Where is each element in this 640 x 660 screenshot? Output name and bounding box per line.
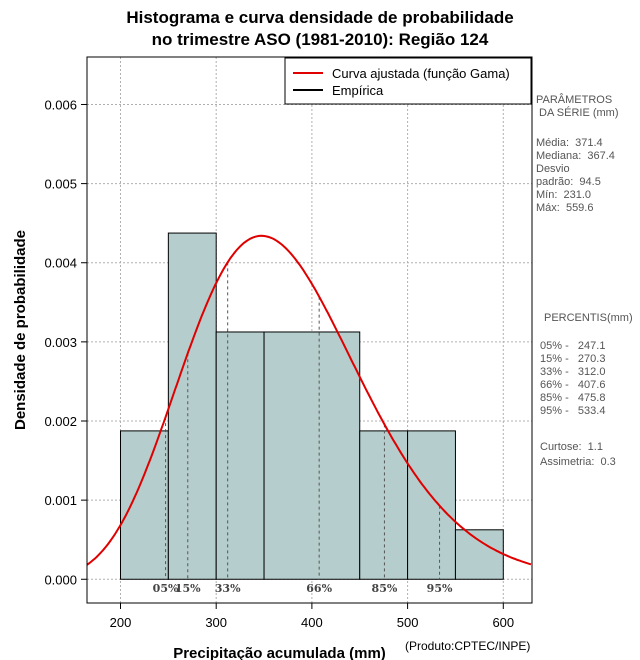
- stats-line: padrão: 94.5: [536, 176, 601, 188]
- y-tick-label: 0.002: [44, 414, 77, 429]
- x-tick-label: 400: [301, 615, 323, 630]
- percentile-value-line: 85% - 475.8: [540, 392, 606, 404]
- x-tick-label: 500: [397, 615, 419, 630]
- stats-line: Média: 371.4: [536, 137, 603, 149]
- stats-line: Mediana: 367.4: [536, 150, 615, 162]
- percentile-value-line: 15% - 270.3: [540, 353, 606, 365]
- stats-line: Máx: 559.6: [536, 202, 594, 214]
- moments-lines: Curtose: 1.1 Assimetria: 0.3: [540, 441, 616, 469]
- y-tick-label: 0.004: [44, 256, 77, 271]
- moment-line: Assimetria: 0.3: [540, 456, 616, 468]
- chart-title-line-1: Histograma e curva densidade de probabil…: [126, 8, 514, 27]
- x-tick-label: 600: [492, 615, 514, 630]
- percentile-value-line: 33% - 312.0: [540, 366, 606, 378]
- percentile-value-line: 95% - 533.4: [540, 405, 606, 417]
- histogram-bar: [359, 430, 409, 580]
- x-tick-label: 300: [205, 615, 227, 630]
- stats-lines: Média: 371.4 Mediana: 367.4 Desvio padrão: …: [536, 137, 615, 215]
- percentis-heading: PERCENTIS(mm): [544, 312, 633, 324]
- moment-line: Curtose: 1.1: [540, 441, 603, 453]
- chart-title-line-2: no trimestre ASO (1981-2010): Região 124: [151, 30, 489, 49]
- percentile-label: 15%: [175, 582, 201, 595]
- percentile-value-line: 66% - 407.6: [540, 379, 606, 391]
- histogram-bar: [119, 430, 169, 580]
- stats-line: Mín: 231.0: [536, 189, 592, 201]
- histogram-bar: [263, 331, 361, 580]
- histogram-bar: [167, 232, 217, 580]
- product-credit: (Produto:CPTEC/INPE): [405, 639, 531, 653]
- percentis-lines: 05% - 247.1 15% - 270.3 33% - 312.0 66% - 4…: [540, 340, 605, 418]
- y-tick-label: 0.005: [44, 177, 77, 192]
- stats-heading-2: DA SÉRIE (mm): [536, 107, 619, 119]
- y-tick-label: 0.006: [44, 97, 77, 112]
- percentile-value-line: 05% - 247.1: [540, 340, 606, 352]
- y-tick-label: 0.003: [44, 335, 77, 350]
- percentile-label: 33%: [215, 582, 241, 595]
- percentile-label: 85%: [372, 582, 398, 595]
- y-tick-label: 0.001: [44, 493, 77, 508]
- x-axis-label: Precipitação acumulada (mm): [173, 645, 386, 660]
- gamma-curve: [86, 234, 532, 566]
- legend-label-fitted: Curva ajustada (função Gama): [332, 66, 510, 81]
- percentile-label: 95%: [427, 582, 453, 595]
- x-tick-label: 200: [110, 615, 132, 630]
- y-axis-label: Densidade de probabilidade: [12, 230, 29, 430]
- legend-label-empirical: Empírica: [332, 83, 384, 98]
- legend-box: [284, 57, 532, 105]
- stats-heading-1: PARÂMETROS: [536, 94, 613, 106]
- histogram-bar: [454, 529, 504, 580]
- histogram-bar: [215, 331, 265, 580]
- percentile-label: 05%: [153, 582, 179, 595]
- histogram-bar: [407, 430, 456, 580]
- plot-border: [86, 56, 533, 604]
- y-tick-label: 0.000: [44, 572, 77, 587]
- stats-line: Desvio: [536, 163, 570, 175]
- percentile-label: 66%: [306, 582, 332, 595]
